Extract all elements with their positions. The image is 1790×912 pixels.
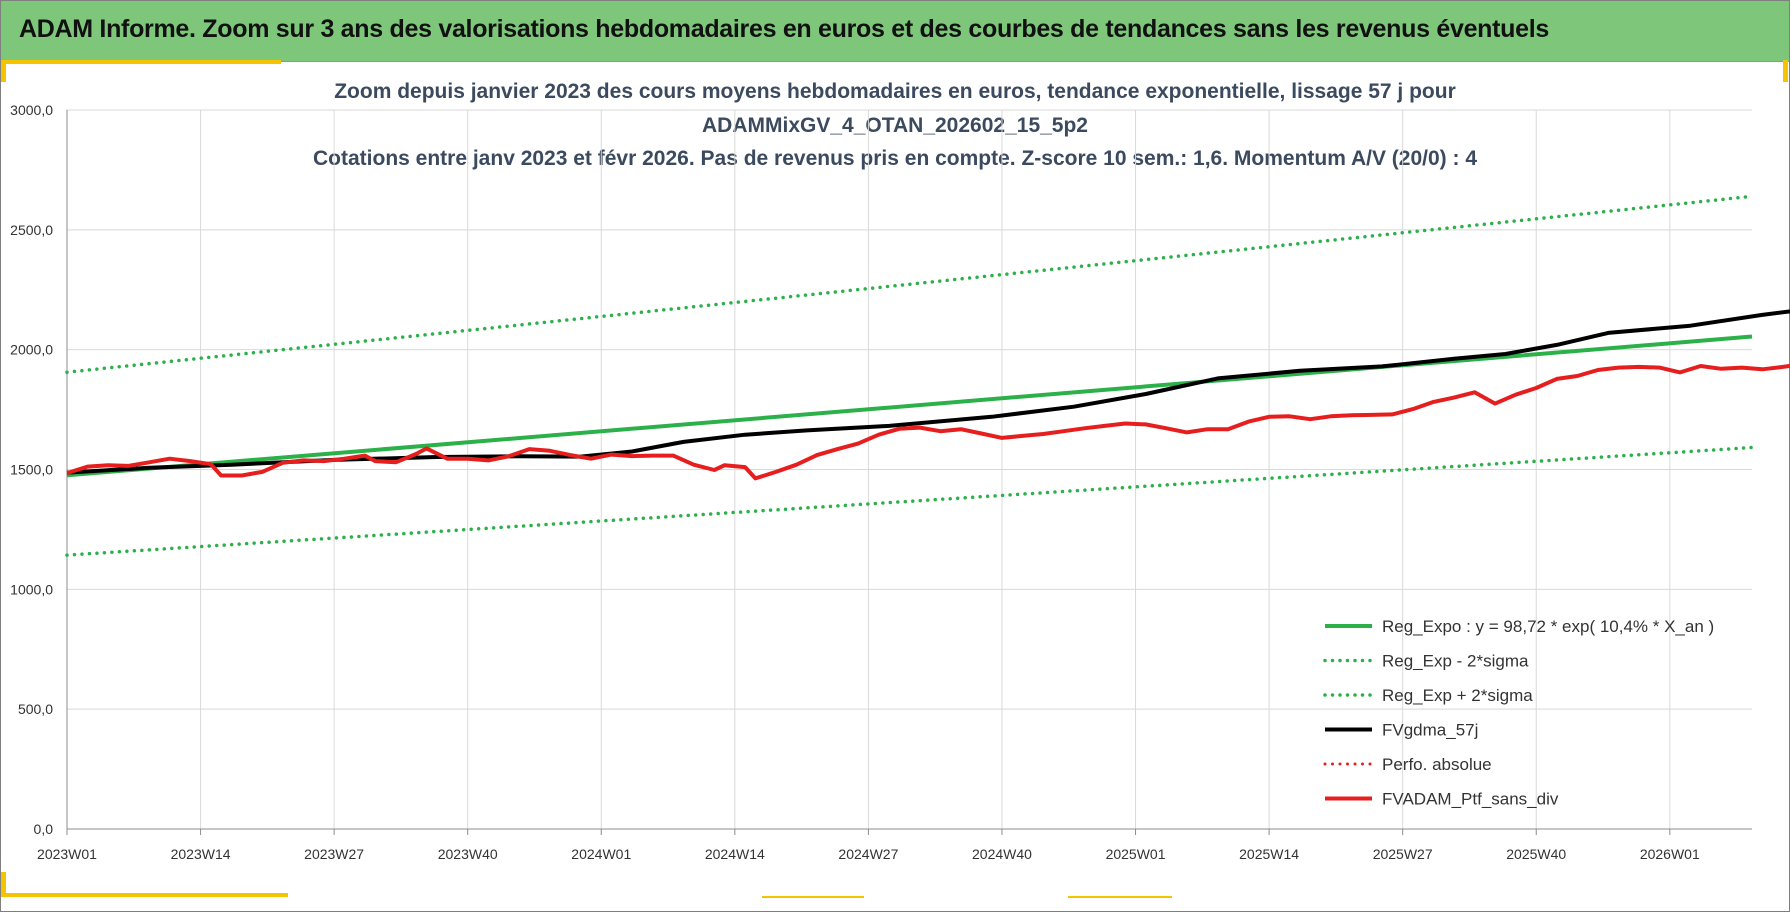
report-title: ADAM Informe. Zoom sur 3 ans des valoris…	[19, 15, 1549, 43]
x-tick-label: 2023W01	[37, 846, 97, 862]
accent-bar-left-bottom	[1, 872, 6, 897]
series-line-reg-expo-y-98-72-exp-10-4-x-an	[66, 334, 1753, 478]
chart-title-line-1: Zoom depuis janvier 2023 des cours moyen…	[334, 80, 1456, 103]
y-tick-label: 1500,0	[10, 462, 53, 478]
chart-title-line-2: ADAMMixGV_4_OTAN_202602_15_5p2	[702, 114, 1088, 137]
x-tick-label: 2024W27	[838, 846, 898, 862]
x-tick-label: 2023W14	[171, 846, 231, 862]
series-line-reg-exp-2-sigma	[65, 194, 1754, 374]
series-line-reg-exp-2-sigma	[65, 445, 1754, 557]
series-lines	[65, 194, 1790, 557]
x-tick-label: 2025W14	[1239, 846, 1299, 862]
gridlines	[66, 109, 1752, 830]
series-line-fvgdma-57j	[66, 309, 1790, 475]
x-axis-ticks: 2023W01 2023W14 2023W27 2023W40 2024W01 2024W…	[37, 829, 1700, 862]
y-tick-label: 3000,0	[10, 102, 53, 118]
y-axis-ticks: 0,0 500,0 1000,0 1500,0 2000,0 2500,0 3000,0	[10, 102, 53, 837]
legend-label: Reg_Expo : y = 98,72 * exp( 10,4% * X_an…	[1382, 617, 1714, 636]
x-tick-label: 2025W40	[1506, 846, 1566, 862]
legend-label: Perfo. absolue	[1382, 755, 1492, 774]
x-tick-label: 2024W14	[705, 846, 765, 862]
legend-label: Reg_Exp - 2*sigma	[1382, 652, 1529, 671]
report-banner: ADAM Informe. Zoom sur 3 ans des valoris…	[1, 1, 1789, 62]
y-tick-label: 0,0	[34, 821, 54, 837]
x-tick-label: 2026W01	[1640, 846, 1700, 862]
y-tick-label: 500,0	[18, 701, 53, 717]
chart-title-line-3: Cotations entre janv 2023 et févr 2026. …	[313, 147, 1477, 170]
y-tick-label: 1000,0	[10, 581, 53, 597]
accent-bar-top-left	[1, 60, 281, 64]
y-tick-label: 2500,0	[10, 222, 53, 238]
legend-label: Reg_Exp + 2*sigma	[1382, 686, 1533, 705]
legend-label: FVgdma_57j	[1382, 721, 1478, 740]
x-tick-label: 2024W40	[972, 846, 1032, 862]
accent-dash-bottom-1	[762, 896, 864, 898]
accent-bar-left-top	[1, 60, 6, 82]
y-tick-label: 2000,0	[10, 342, 53, 358]
accent-bar-right-top	[1783, 60, 1788, 82]
x-tick-label: 2025W01	[1106, 846, 1166, 862]
accent-dash-bottom-2	[1068, 896, 1172, 898]
x-tick-label: 2025W27	[1373, 846, 1433, 862]
accent-bar-bottom-left	[1, 893, 288, 897]
series-line-fvadam-ptf-sans-div	[66, 363, 1790, 481]
x-tick-label: 2023W40	[438, 846, 498, 862]
x-tick-label: 2024W01	[571, 846, 631, 862]
legend-label: FVADAM_Ptf_sans_div	[1382, 790, 1559, 809]
x-tick-label: 2023W27	[304, 846, 364, 862]
legend: Reg_Expo : y = 98,72 * exp( 10,4% * X_an…	[1323, 617, 1714, 809]
